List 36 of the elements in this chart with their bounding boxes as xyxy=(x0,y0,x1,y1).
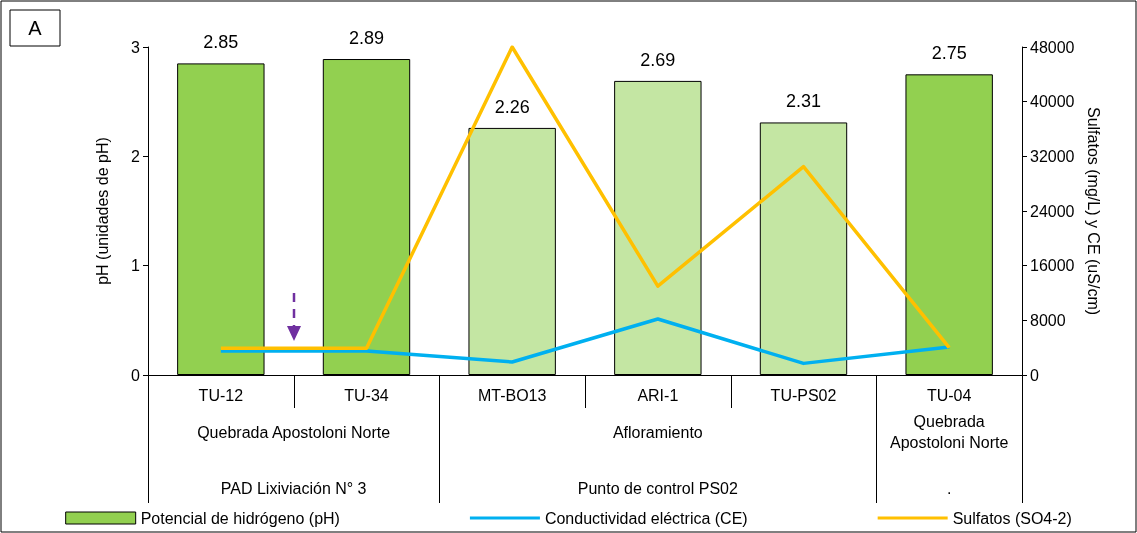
text: A xyxy=(28,17,43,39)
text: Quebrada Apostoloni Norte xyxy=(197,423,391,441)
y2-axis-title: Sulfatos (mg/L) y CE (uS/cm) xyxy=(1084,106,1102,316)
y2-tick-label: 24000 xyxy=(1030,202,1075,220)
y2-tick-label: 8000 xyxy=(1030,311,1066,329)
x-tick-label: ARI-1 xyxy=(637,386,679,404)
data-label: 2.85 xyxy=(203,32,239,53)
y-tick-label: 2 xyxy=(131,147,141,165)
text: Punto de control PS02 xyxy=(577,479,738,497)
y2-tick-label: 32000 xyxy=(1030,147,1075,165)
legend-label: Conductividad eléctrica (CE) xyxy=(544,509,748,527)
data-label: 2.31 xyxy=(785,91,822,112)
legend-label: Sulfatos (SO4-2) xyxy=(952,509,1072,527)
line-series xyxy=(219,317,951,366)
x-tick-label: MT-BO13 xyxy=(477,386,547,404)
text: Quebrada Apostoloni Norte xyxy=(890,413,1009,451)
x-tick-label: TU-34 xyxy=(344,386,389,404)
data-label: 2.89 xyxy=(348,28,385,49)
text: . xyxy=(946,479,952,497)
y2-tick-label: 40000 xyxy=(1030,93,1075,111)
x-tick-label: TU-PS02 xyxy=(770,386,837,404)
y-axis-title: pH (unidades de pH) xyxy=(93,137,111,285)
x-tick-label: TU-04 xyxy=(926,386,972,404)
legend-label: Potencial de hidrógeno (pH) xyxy=(140,509,340,527)
y2-tick-label: 16000 xyxy=(1030,257,1075,275)
data-label: 2.69 xyxy=(640,49,676,70)
data-label: 2.75 xyxy=(931,43,967,64)
text: Afloramiento xyxy=(612,423,703,441)
y2-tick-label: 0 xyxy=(1030,366,1039,384)
y-tick-label: 3 xyxy=(131,38,141,56)
data-label: 2.26 xyxy=(494,96,530,117)
y2-tick-label: 48000 xyxy=(1030,38,1075,56)
y-tick-label: 1 xyxy=(131,257,141,275)
x-tick-label: TU-12 xyxy=(198,386,244,404)
y-tick-label: 0 xyxy=(131,366,141,384)
text: PAD Lixiviación N° 3 xyxy=(220,479,367,497)
